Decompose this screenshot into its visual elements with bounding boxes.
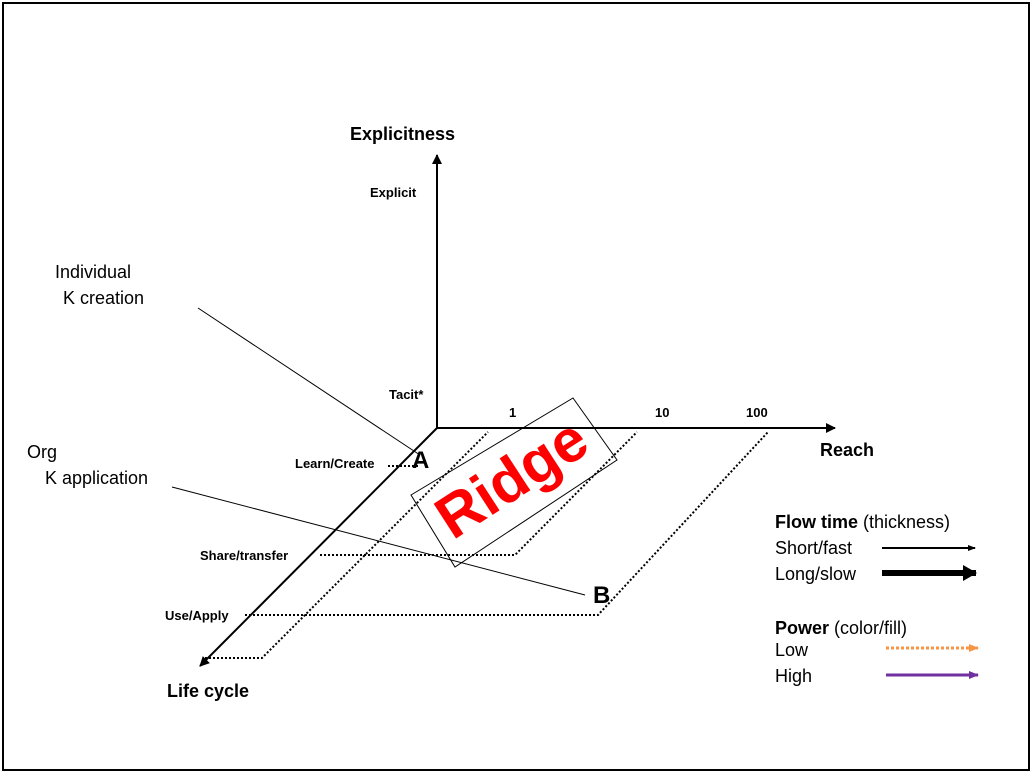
axes (199, 154, 836, 667)
tick-label: 100 (746, 405, 768, 420)
point-label: A (412, 447, 429, 474)
dotted-guides (205, 431, 769, 659)
leader-lines (171, 307, 586, 596)
tick-label: Explicit (370, 185, 417, 200)
axis-label: Reach (820, 440, 874, 460)
tick-label: Tacit* (389, 387, 424, 402)
legend-title: Flow time (thickness) (775, 512, 950, 532)
annotation: Org K application (27, 442, 148, 488)
legend-item: Low (775, 640, 809, 660)
tick-label: 10 (655, 405, 669, 420)
annotation: Individual K creation (55, 262, 144, 308)
legend-item: Short/fast (775, 538, 852, 558)
legend-title: Power (color/fill) (775, 618, 907, 638)
tick-label: Learn/Create (295, 456, 374, 471)
tick-label: Use/Apply (165, 608, 229, 623)
ridge-box (410, 397, 618, 568)
tick-label: Share/transfer (200, 548, 288, 563)
legend-item: Long/slow (775, 564, 857, 584)
axis-label: Life cycle (167, 681, 249, 701)
legend-item: High (775, 666, 812, 686)
point-label: B (593, 582, 610, 609)
tick-label: 1 (509, 405, 516, 420)
axis-label: Explicitness (350, 124, 455, 144)
